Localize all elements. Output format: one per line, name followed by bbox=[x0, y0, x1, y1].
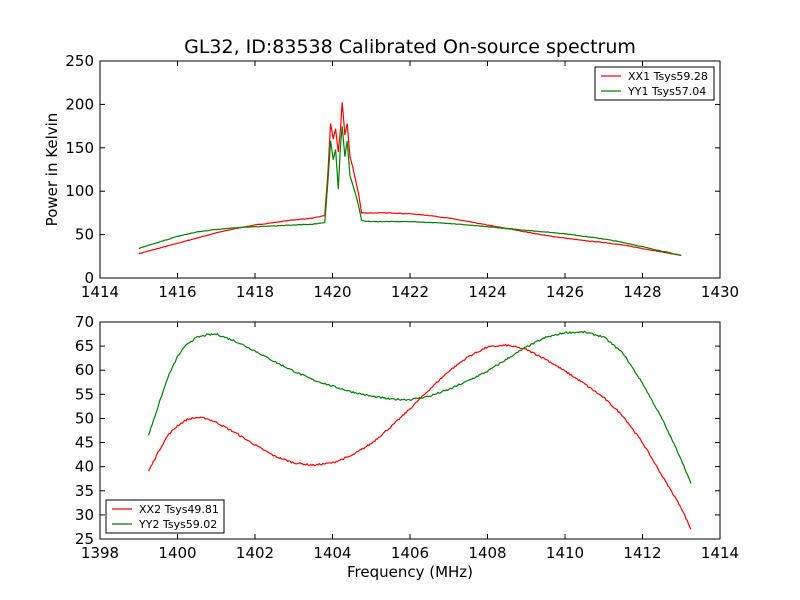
legend-entry: XX1 Tsys59.28 bbox=[628, 70, 708, 83]
y-tick-label: 150 bbox=[65, 139, 94, 157]
y-tick-label: 25 bbox=[75, 530, 94, 548]
x-tick-label: 1422 bbox=[391, 283, 429, 301]
x-tick-label: 1420 bbox=[313, 283, 351, 301]
legend-entry: YY2 Tsys59.02 bbox=[138, 518, 217, 531]
y-tick-label: 40 bbox=[75, 458, 94, 476]
y-tick-label: 55 bbox=[75, 385, 94, 403]
x-tick-label: 1414 bbox=[701, 544, 739, 562]
y-tick-label: 60 bbox=[75, 361, 94, 379]
x-tick-label: 1416 bbox=[158, 283, 196, 301]
chart-title: GL32, ID:83538 Calibrated On-source spec… bbox=[184, 36, 636, 58]
x-tick-label: 1428 bbox=[623, 283, 661, 301]
legend: XX1 Tsys59.28 YY1 Tsys57.04 bbox=[594, 66, 715, 101]
x-tick-label: 1402 bbox=[236, 544, 274, 562]
legend-box bbox=[594, 66, 715, 101]
y-tick-label: 250 bbox=[65, 52, 94, 70]
x-tick-label: 1412 bbox=[623, 544, 661, 562]
y-tick-label: 45 bbox=[75, 434, 94, 452]
x-tick-label: 1398 bbox=[81, 544, 119, 562]
x-tick-label: 1418 bbox=[236, 283, 274, 301]
series-line-1 bbox=[138, 102, 682, 257]
y-tick-label: 200 bbox=[65, 95, 94, 113]
x-tick-label: 1430 bbox=[701, 283, 739, 301]
legend-entry: YY1 Tsys57.04 bbox=[627, 85, 706, 98]
x-tick-label: 1426 bbox=[546, 283, 584, 301]
series-line-1 bbox=[147, 343, 692, 530]
series-line-2 bbox=[147, 330, 692, 484]
x-tick-label: 1408 bbox=[468, 544, 506, 562]
x-tick-label: 1400 bbox=[158, 544, 196, 562]
x-tick-label: 1414 bbox=[81, 283, 119, 301]
y-axis-label: Power in Kelvin bbox=[43, 113, 61, 227]
y-tick-label: 100 bbox=[65, 182, 94, 200]
x-tick-label: 1406 bbox=[391, 544, 429, 562]
x-axis-label: Frequency (MHz) bbox=[347, 563, 473, 581]
y-tick-label: 0 bbox=[84, 269, 94, 287]
bottom-spectrum-plot: 1398 1400 1402 1404 1406 1408 1410 1412 1414 25 30… bbox=[75, 313, 739, 581]
series-line-2 bbox=[138, 126, 682, 257]
legend: XX2 Tsys49.81 YY2 Tsys59.02 bbox=[105, 499, 225, 534]
legend-box bbox=[105, 499, 225, 534]
y-tick-label: 35 bbox=[75, 482, 94, 500]
x-tick-label: 1410 bbox=[546, 544, 584, 562]
y-tick-label: 65 bbox=[75, 337, 94, 355]
y-tick-label: 70 bbox=[75, 313, 94, 331]
legend-entry: XX2 Tsys49.81 bbox=[139, 503, 219, 516]
x-tick-label: 1424 bbox=[468, 283, 506, 301]
y-tick-label: 50 bbox=[75, 409, 94, 427]
y-tick-label: 50 bbox=[75, 226, 94, 244]
x-tick-label: 1404 bbox=[313, 544, 351, 562]
y-tick-label: 30 bbox=[75, 506, 94, 524]
top-spectrum-plot: 1414 1416 1418 1420 1422 1424 1426 1428 1430 0 50 1… bbox=[43, 52, 739, 301]
